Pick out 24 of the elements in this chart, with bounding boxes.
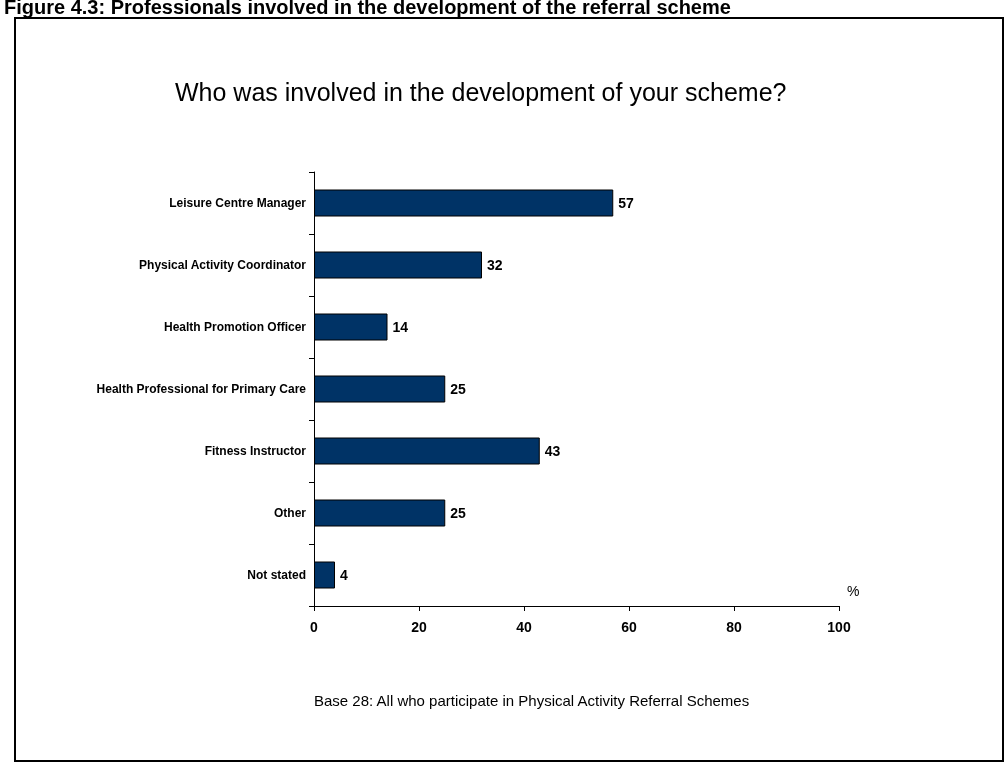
data-label: 14 [392, 319, 409, 335]
data-label: 25 [450, 381, 467, 397]
data-label: 4 [340, 567, 348, 583]
data-label: 57 [618, 195, 635, 211]
y-tick-label: Not stated [247, 568, 306, 582]
x-tick-label: 80 [726, 619, 742, 635]
y-tick-label: Fitness Instructor [204, 444, 307, 458]
data-label: 43 [544, 443, 561, 459]
y-tick-label: Other [273, 506, 307, 520]
x-tick-label: 40 [516, 619, 532, 635]
x-axis-title: % [847, 583, 860, 599]
y-tick-label: Leisure Centre Manager [169, 196, 307, 210]
y-tick-label: Health Professional for Primary Care [96, 382, 307, 396]
x-tick-label: 60 [621, 619, 637, 635]
x-tick-label: 100 [827, 619, 851, 635]
x-tick-label: 20 [411, 619, 427, 635]
chart-title: Figure 4.3: Professionals involved in the development of the referral scheme [4, 0, 731, 19]
y-tick-label: Health Promotion Officer [163, 320, 307, 334]
y-tick-label: Physical Activity Coordinator [139, 258, 307, 272]
data-label: 25 [450, 505, 467, 521]
text: Base 28: All who participate in Physical Activity Referral Schemes [314, 692, 750, 709]
data-label: 32 [487, 257, 503, 273]
x-tick-label: 0 [310, 619, 319, 635]
chart-subtitle: Who was involved in the development of your scheme? [175, 78, 787, 107]
